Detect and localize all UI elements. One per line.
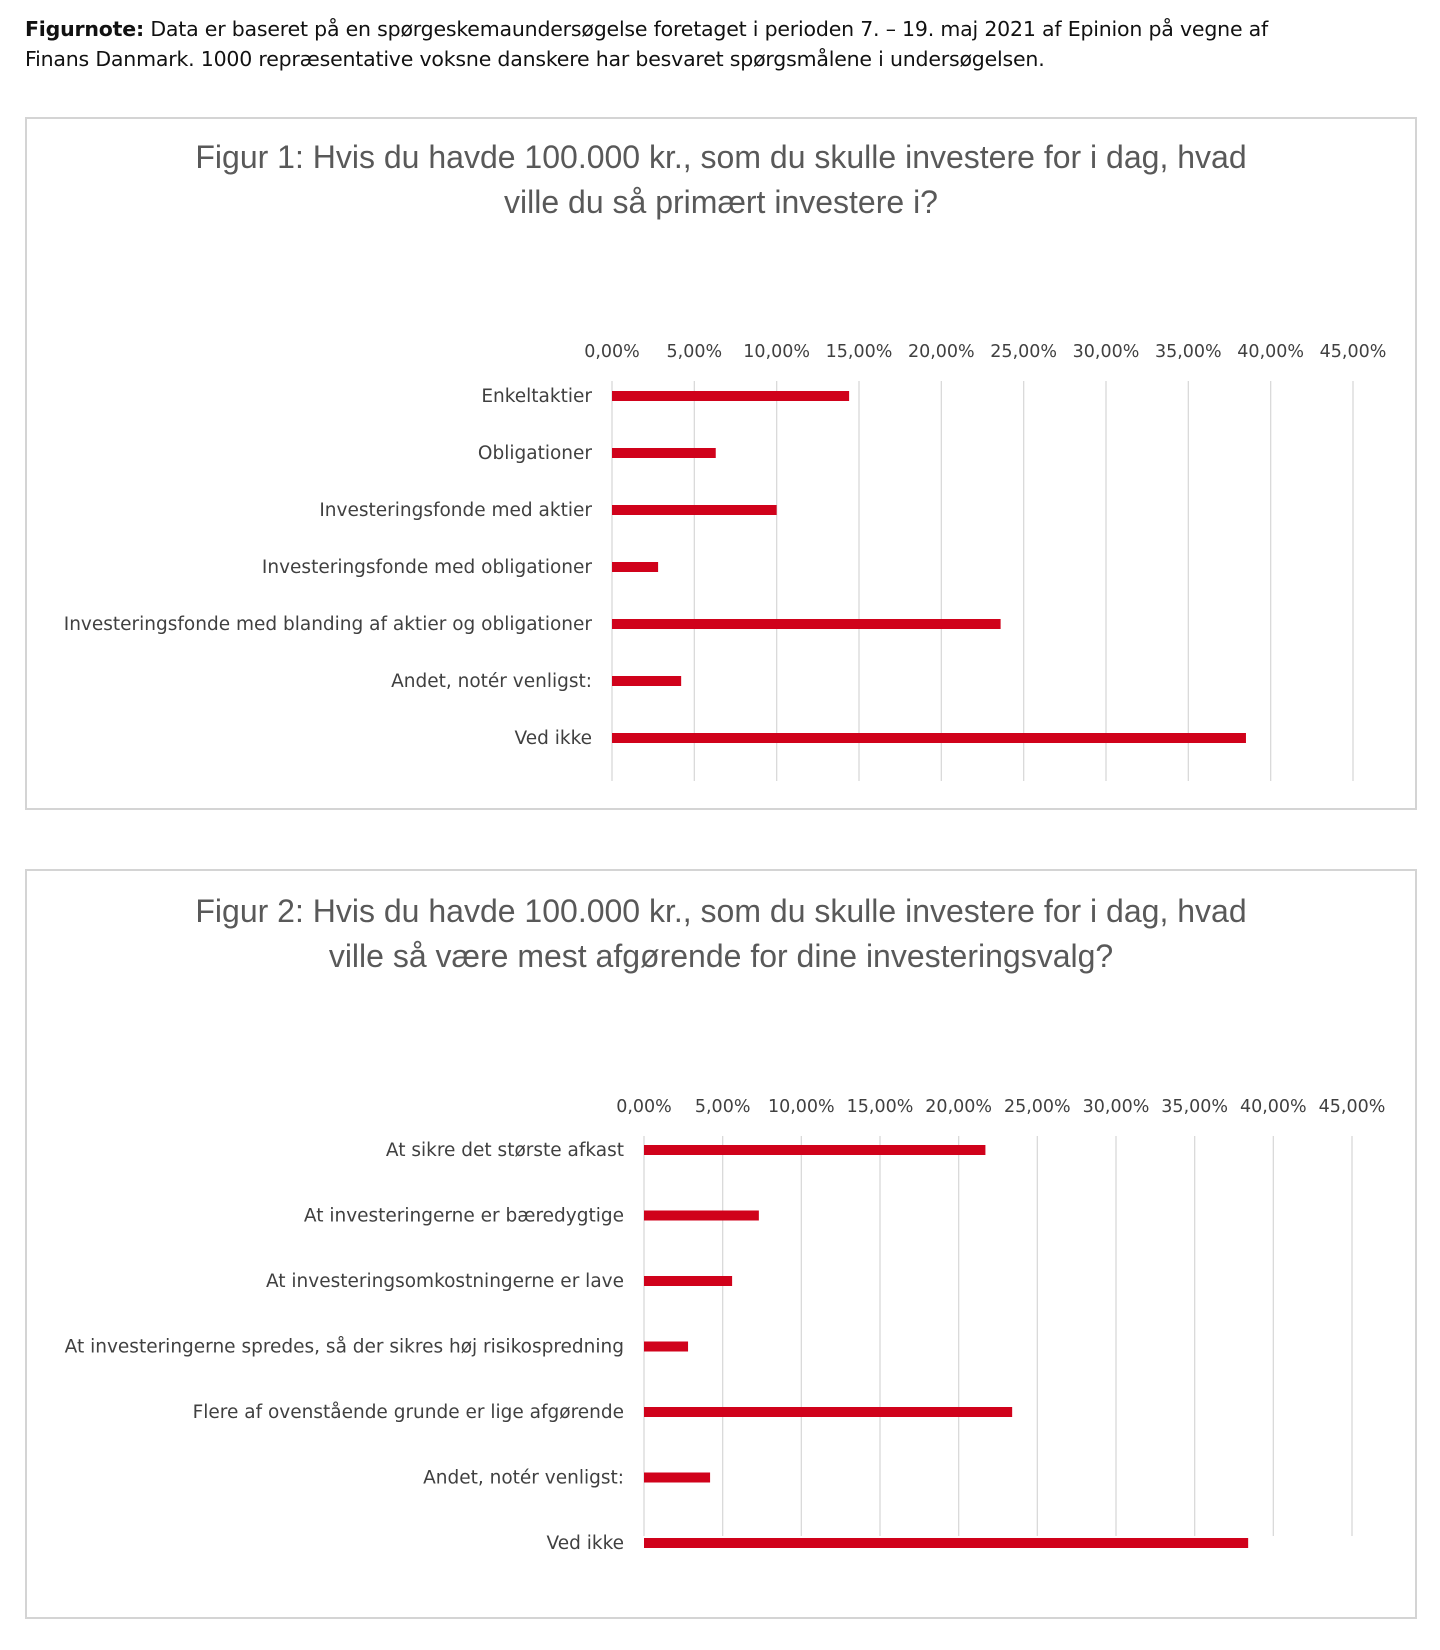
chart-2-title: Figur 2: Hvis du havde 100.000 kr., som … <box>27 889 1415 979</box>
bar <box>644 1145 986 1155</box>
bar <box>644 1538 1249 1548</box>
x-tick-label: 35,00% <box>1155 342 1222 362</box>
x-tick-label: 10,00% <box>768 1097 835 1117</box>
chart-panel-1: Figur 1: Hvis du havde 100.000 kr., som … <box>25 117 1417 810</box>
x-tick-label: 15,00% <box>826 342 893 362</box>
chart-1-title: Figur 1: Hvis du havde 100.000 kr., som … <box>27 135 1415 225</box>
x-tick-label: 0,00% <box>584 342 640 362</box>
figure-note-text: Data er baseret på en spørgeskemaundersø… <box>25 17 1269 71</box>
x-tick-label: 35,00% <box>1161 1097 1228 1117</box>
category-label: At investeringsomkostningerne er lave <box>266 1271 624 1292</box>
category-label: At investeringerne spredes, så der sikre… <box>65 1337 624 1358</box>
chart-2-title-line-1: Figur 2: Hvis du havde 100.000 kr., som … <box>195 893 1247 929</box>
chart-1-title-line-1: Figur 1: Hvis du havde 100.000 kr., som … <box>195 139 1247 175</box>
category-label: Andet, notér venligst: <box>423 1468 624 1489</box>
category-label: At sikre det største afkast <box>386 1140 624 1161</box>
category-label: Andet, notér venligst: <box>391 671 592 692</box>
x-tick-label: 45,00% <box>1319 1097 1386 1117</box>
figure-note: Figurnote: Data er baseret på en spørges… <box>25 14 1315 74</box>
chart-2-title-line-2: ville så være mest afgørende for dine in… <box>328 938 1114 974</box>
category-label: Enkeltaktier <box>481 386 592 407</box>
x-tick-label: 30,00% <box>1083 1097 1150 1117</box>
chart-2-plot: 0,00% 5,00% 10,00% 15,00% 20,00% 25,00% 30,00%… <box>65 1097 1386 1554</box>
x-tick-label: 0,00% <box>616 1097 672 1117</box>
x-tick-label: 10,00% <box>743 342 810 362</box>
x-tick-label: 45,00% <box>1320 342 1387 362</box>
bar <box>644 1341 689 1352</box>
bar <box>612 733 1246 743</box>
category-label: Investeringsfonde med blanding af aktier… <box>64 614 593 635</box>
category-label: Ved ikke <box>546 1533 624 1554</box>
x-tick-label: 20,00% <box>925 1097 992 1117</box>
chart-panel-2: Figur 2: Hvis du havde 100.000 kr., som … <box>25 869 1417 1619</box>
category-label: Investeringsfonde med obligationer <box>262 557 592 578</box>
bar <box>612 562 659 572</box>
bar <box>612 676 682 686</box>
x-tick-label: 20,00% <box>908 342 975 362</box>
chart-1-plot: 0,00% 5,00% 10,00% 15,00% 20,00% 25,00% 30,00%… <box>64 342 1387 781</box>
chart-1-title-line-2: ville du så primært investere i? <box>504 184 938 220</box>
category-label: Ved ikke <box>514 728 592 749</box>
bar <box>644 1407 1013 1417</box>
x-tick-label: 30,00% <box>1073 342 1140 362</box>
category-label: Flere af ovenstående grunde er lige afgø… <box>193 1402 624 1423</box>
x-tick-label: 5,00% <box>695 1097 751 1117</box>
x-tick-label: 25,00% <box>990 342 1057 362</box>
bar <box>644 1276 733 1286</box>
x-tick-label: 15,00% <box>847 1097 914 1117</box>
category-label: At investeringerne er bæredygtige <box>304 1206 624 1227</box>
bar <box>612 391 850 401</box>
category-label: Investeringsfonde med aktier <box>319 500 592 521</box>
bar <box>644 1210 759 1221</box>
bar <box>644 1472 711 1483</box>
bar <box>612 619 1001 629</box>
figure-note-label: Figurnote: <box>25 17 144 41</box>
bar <box>612 448 716 458</box>
x-tick-label: 25,00% <box>1004 1097 1071 1117</box>
x-tick-label: 40,00% <box>1237 342 1304 362</box>
x-tick-label: 40,00% <box>1240 1097 1307 1117</box>
x-tick-label: 5,00% <box>667 342 723 362</box>
category-label: Obligationer <box>478 443 592 464</box>
bar <box>612 505 777 515</box>
